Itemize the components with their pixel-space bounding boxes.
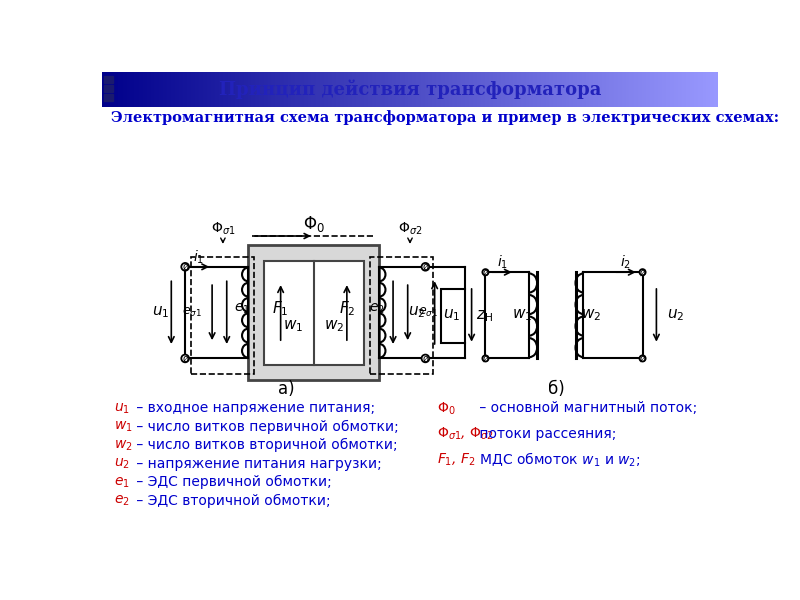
Text: $u_2$: $u_2$ — [114, 457, 130, 471]
Text: ø: ø — [482, 267, 488, 277]
Text: $\Phi_0$: $\Phi_0$ — [303, 214, 325, 233]
Text: б): б) — [548, 380, 565, 398]
Text: $w_1$: $w_1$ — [283, 319, 303, 334]
Text: $w_1$: $w_1$ — [114, 420, 132, 434]
Text: ø: ø — [182, 262, 188, 272]
Bar — [264, 260, 364, 365]
Circle shape — [182, 355, 189, 362]
Text: ø: ø — [482, 353, 488, 364]
Text: $u_1$: $u_1$ — [152, 305, 170, 320]
Text: $i_1$: $i_1$ — [194, 248, 205, 265]
Text: – ЭДС первичной обмотки;: – ЭДС первичной обмотки; — [132, 475, 332, 490]
Text: $e_1$: $e_1$ — [114, 475, 130, 490]
Bar — [104, 94, 113, 101]
Text: – число витков первичной обмотки;: – число витков первичной обмотки; — [132, 420, 398, 434]
Text: МДС обмоток $w_1$ и $w_2$;: МДС обмоток $w_1$ и $w_2$; — [475, 450, 641, 469]
Text: $e_{\sigma 1}$: $e_{\sigma 1}$ — [418, 306, 438, 319]
Text: ø: ø — [422, 262, 428, 272]
Bar — [190, 257, 254, 374]
Circle shape — [639, 269, 646, 275]
Circle shape — [482, 269, 489, 275]
Text: ø: ø — [640, 353, 646, 364]
Bar — [370, 257, 433, 374]
Text: $w_2$: $w_2$ — [325, 319, 345, 334]
Text: $\Phi_{\sigma 1}$, $\Phi_{\sigma 2}$: $\Phi_{\sigma 1}$, $\Phi_{\sigma 2}$ — [437, 426, 494, 442]
Text: $u_2$: $u_2$ — [408, 305, 426, 320]
Text: $i_2$: $i_2$ — [620, 253, 631, 271]
Circle shape — [422, 263, 430, 271]
Text: ø: ø — [422, 353, 428, 364]
Text: ø: ø — [182, 353, 188, 364]
Text: $w_2$: $w_2$ — [581, 307, 601, 323]
Text: $e_1$: $e_1$ — [234, 302, 250, 316]
Circle shape — [482, 355, 489, 362]
Text: – ЭДС вторичной обмотки;: – ЭДС вторичной обмотки; — [132, 494, 330, 508]
Text: $e_2$: $e_2$ — [369, 302, 385, 316]
Text: $\Phi_{\sigma 2}$: $\Phi_{\sigma 2}$ — [398, 220, 422, 236]
Bar — [441, 289, 466, 343]
Text: ø: ø — [640, 267, 646, 277]
Bar — [104, 76, 113, 83]
Bar — [104, 85, 113, 92]
Text: $F_1$, $F_2$: $F_1$, $F_2$ — [437, 451, 475, 467]
Text: $e_2$: $e_2$ — [114, 494, 130, 508]
Text: – число витков вторичной обмотки;: – число витков вторичной обмотки; — [132, 439, 398, 452]
Text: $u_1$: $u_1$ — [443, 307, 461, 323]
Text: $F_1$: $F_1$ — [272, 299, 289, 318]
Text: – напряжение питания нагрузки;: – напряжение питания нагрузки; — [132, 457, 382, 471]
Text: $\Phi_0$: $\Phi_0$ — [437, 400, 455, 416]
Text: потоки рассеяния;: потоки рассеяния; — [475, 427, 617, 441]
Text: $w_2$: $w_2$ — [114, 438, 132, 452]
Text: Электромагнитная схема трансформатора и пример в электрических схемах:: Электромагнитная схема трансформатора и … — [111, 110, 779, 125]
Circle shape — [639, 355, 646, 362]
Text: $e_{\sigma 1}$: $e_{\sigma 1}$ — [182, 306, 202, 319]
Text: а): а) — [278, 380, 295, 398]
Text: $F_2$: $F_2$ — [338, 299, 355, 318]
Text: $w_1$: $w_1$ — [511, 307, 532, 323]
Text: $z_{\rm H}$: $z_{\rm H}$ — [476, 308, 493, 324]
Circle shape — [422, 355, 430, 362]
Text: Принцип действия трансформатора: Принцип действия трансформатора — [219, 79, 601, 98]
Text: $u_2$: $u_2$ — [667, 307, 685, 323]
Text: $\Phi_{\sigma 1}$: $\Phi_{\sigma 1}$ — [210, 220, 235, 236]
Circle shape — [182, 263, 189, 271]
Text: – основной магнитный поток;: – основной магнитный поток; — [475, 401, 698, 415]
Text: $i_1$: $i_1$ — [497, 253, 508, 271]
Text: $u_1$: $u_1$ — [114, 401, 130, 416]
Bar — [248, 245, 379, 380]
Text: – входное напряжение питания;: – входное напряжение питания; — [132, 401, 375, 415]
